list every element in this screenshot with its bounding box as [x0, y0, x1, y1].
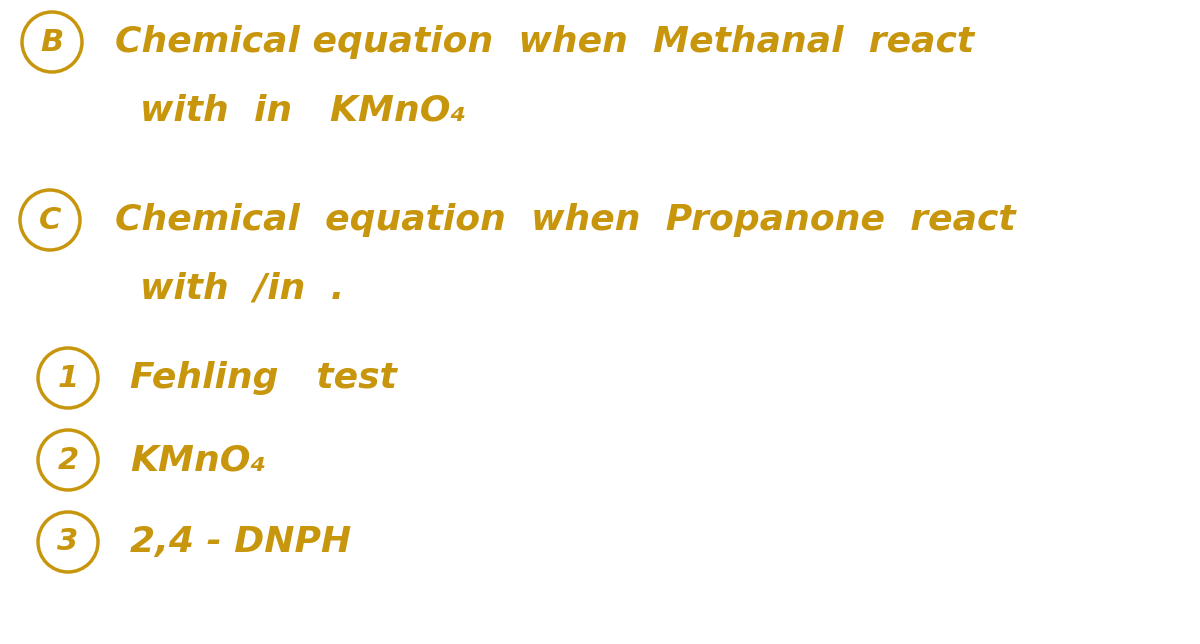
Text: Fehling   test: Fehling test: [130, 361, 397, 395]
Text: 3: 3: [58, 527, 79, 556]
Text: with  /in  .: with /in .: [140, 271, 344, 305]
Text: with  in   KMnO₄: with in KMnO₄: [140, 93, 467, 127]
Text: 1: 1: [58, 363, 79, 392]
Text: Chemical  equation  when  Propanone  react: Chemical equation when Propanone react: [115, 203, 1015, 237]
Text: Chemical equation  when  Methanal  react: Chemical equation when Methanal react: [115, 25, 974, 59]
Text: KMnO₄: KMnO₄: [130, 443, 266, 477]
Text: B: B: [41, 28, 64, 57]
Text: 2,4 - DNPH: 2,4 - DNPH: [130, 525, 352, 559]
Text: C: C: [38, 205, 61, 234]
Text: 2: 2: [58, 446, 79, 475]
